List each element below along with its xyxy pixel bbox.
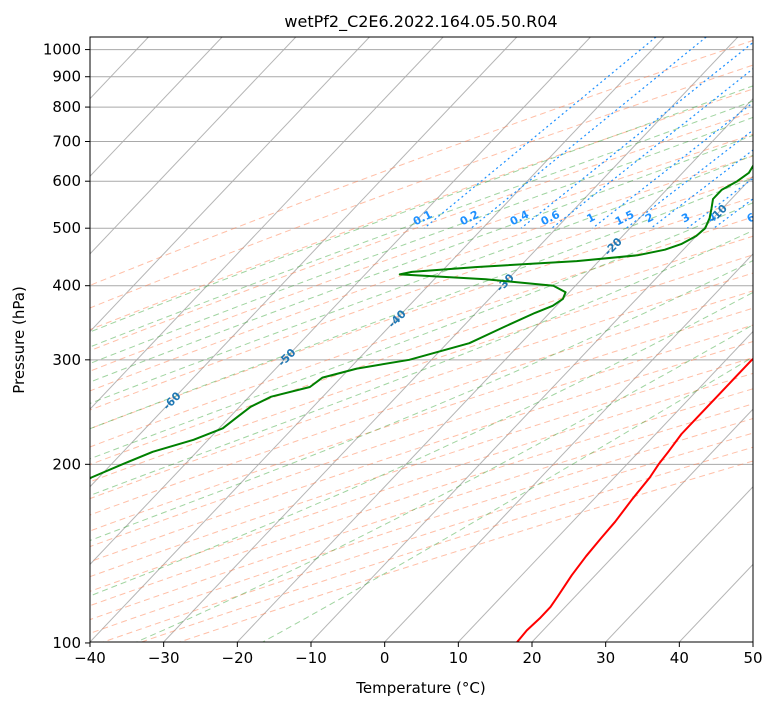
dry-adiabat-line [90,111,753,352]
y-tick-label: 100 [52,634,81,652]
isotherm-line [90,37,591,566]
isotherm-line [90,37,297,255]
mixing-ratio-label: 0.2 [458,208,481,228]
line-labels: 0.10.20.40.611.52346810131620253036-100-… [46,202,758,455]
isotherm-line [90,37,665,642]
y-tick-label: 1000 [43,41,81,59]
dry-adiabat-line [90,357,753,578]
x-axis: −40 −30 −20 −10 0 10 20 30 40 50 [74,642,763,667]
isotherm-line [162,37,739,642]
y-axis: 1000 900 800 700 600 500 400 300 200 100 [43,41,90,652]
chart-title: wetPf2_C2E6.2022.164.05.50.R04 [284,12,557,32]
moist-adiabat-line [90,260,753,542]
mixing-ratio-label: 0.1 [411,208,434,228]
y-tick-label: 400 [52,277,81,295]
moist-adiabat-line [90,291,753,597]
profiles [90,164,753,642]
x-tick-label: 10 [449,649,468,667]
dry-adiabat-line [139,446,753,642]
isotherm-line [531,408,753,642]
y-tick-label: 200 [52,455,81,473]
isotherm-line [90,37,223,177]
x-tick-label: −20 [222,649,254,667]
isotherm-line [678,563,753,642]
y-tick-label: 900 [52,68,81,86]
dewpoint-profile-line [90,164,753,480]
x-tick-label: −40 [74,649,106,667]
y-tick-label: 700 [52,132,81,150]
isotherm-line [90,37,370,333]
dry-adiabat-line [90,64,753,309]
dry-adiabat-line [90,418,753,634]
y-tick-label: 500 [52,219,81,237]
temperature-profile-line [515,357,753,642]
x-tick-label: 40 [670,649,689,667]
mixing-ratio-line [625,129,753,229]
isotherm-line [90,37,444,410]
dry-adiabat-line [90,88,753,331]
mixing-ratio-label: 0.4 [508,208,532,229]
isotherm-line [457,330,753,642]
x-tick-label: 0 [380,649,390,667]
isotherm-line [383,253,753,642]
moist-adiabat-line [90,85,753,333]
isotherm-line [752,641,753,642]
mixing-ratio-line [520,41,753,229]
dry-adiabat-line [90,254,753,483]
moist-adiabat-line [261,356,753,642]
x-tick-label: 30 [596,649,615,667]
x-tick-label: 20 [522,649,541,667]
mixing-ratio-line [470,37,707,229]
moist-adiabat-line [90,229,753,496]
mixing-ratio-line [423,37,657,229]
dry-adiabat-line [90,290,753,516]
plot-frame [89,36,754,643]
dry-adiabat-line [90,388,753,607]
isotherm-line [0,37,1,643]
dry-adiabat-line [90,39,753,286]
isotherm-line [236,97,753,642]
isotherm-label: -70 [46,432,69,455]
mixing-ratio-label: 2 [643,211,656,226]
moist-adiabat-line [90,177,753,430]
dry-adiabat-line [90,307,753,532]
dry-adiabat-line [90,341,753,563]
isotherm-line [90,37,518,488]
x-tick-label: 50 [743,649,762,667]
y-axis-title: Pressure (hPa) [10,286,28,394]
mixing-ratio-line [752,227,753,229]
mixing-ratio-line [592,101,753,229]
x-tick-label: −30 [148,649,180,667]
mixing-ratio-label: 6 [745,210,758,225]
mixing-ratio-label: 1 [585,211,598,226]
background-lines [0,37,753,643]
x-axis-title: Temperature (°C) [355,679,485,697]
y-tick-label: 600 [52,172,81,190]
y-tick-label: 800 [52,98,81,116]
moist-adiabat-line [90,154,753,405]
moist-adiabat-line [90,134,753,383]
mixing-ratio-line [650,149,753,229]
dry-adiabat-line [90,196,753,430]
x-tick-label: −10 [295,649,327,667]
isotherm-line [604,486,753,642]
y-tick-label: 300 [52,351,81,369]
